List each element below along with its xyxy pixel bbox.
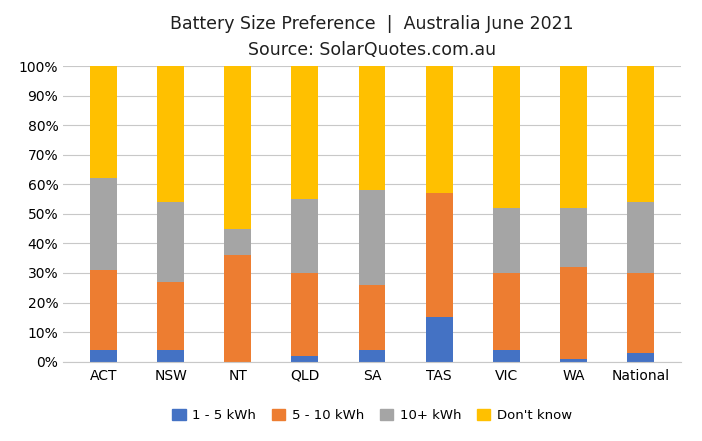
- Bar: [359, 350, 385, 362]
- Bar: [359, 190, 385, 285]
- Legend: 1 - 5 kWh, 5 - 10 kWh, 10+ kWh, Don't know: 1 - 5 kWh, 5 - 10 kWh, 10+ kWh, Don't kn…: [167, 404, 577, 427]
- Bar: [291, 356, 318, 362]
- Bar: [90, 350, 117, 362]
- Bar: [291, 273, 318, 356]
- Bar: [291, 66, 318, 199]
- Bar: [157, 282, 184, 350]
- Title: Battery Size Preference  |  Australia June 2021
Source: SolarQuotes.com.au: Battery Size Preference | Australia June…: [171, 15, 574, 59]
- Bar: [359, 285, 385, 350]
- Bar: [291, 199, 318, 273]
- Bar: [627, 353, 654, 362]
- Bar: [627, 202, 654, 273]
- Bar: [225, 66, 251, 229]
- Bar: [493, 273, 519, 350]
- Bar: [90, 179, 117, 270]
- Bar: [493, 350, 519, 362]
- Bar: [225, 255, 251, 362]
- Bar: [157, 202, 184, 282]
- Bar: [90, 66, 117, 179]
- Bar: [90, 270, 117, 350]
- Bar: [359, 66, 385, 190]
- Bar: [627, 66, 654, 202]
- Bar: [426, 66, 453, 193]
- Bar: [560, 359, 587, 362]
- Bar: [627, 273, 654, 353]
- Bar: [426, 318, 453, 362]
- Bar: [560, 66, 587, 208]
- Bar: [426, 193, 453, 318]
- Bar: [560, 267, 587, 359]
- Bar: [493, 208, 519, 273]
- Bar: [157, 350, 184, 362]
- Bar: [493, 66, 519, 208]
- Bar: [225, 229, 251, 255]
- Bar: [157, 66, 184, 202]
- Bar: [560, 208, 587, 267]
